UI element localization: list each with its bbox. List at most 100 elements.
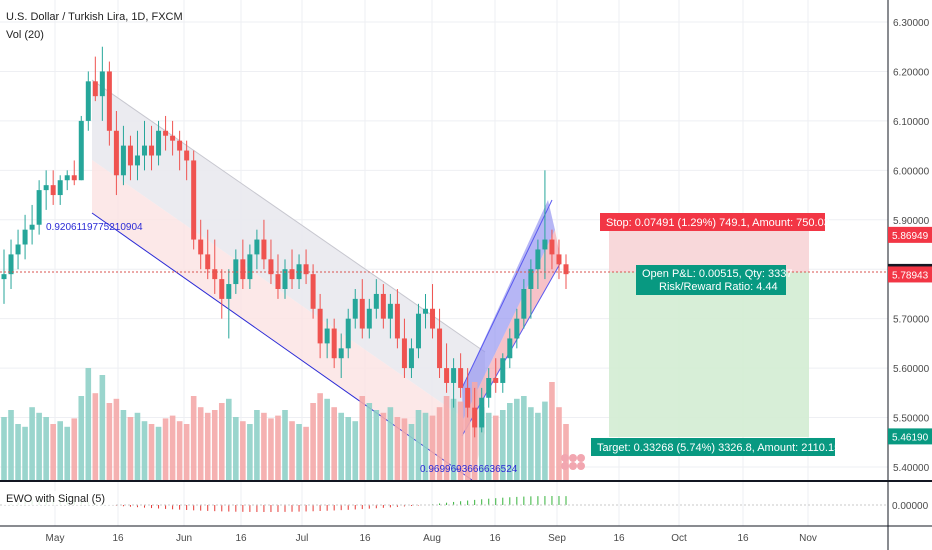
price-label-text: 5.78943 xyxy=(892,270,929,281)
candle-body xyxy=(331,328,337,359)
candle-body xyxy=(289,269,295,280)
indicator-label-bg xyxy=(4,491,114,505)
price-tick-label: 5.60000 xyxy=(893,364,930,375)
candle-body xyxy=(282,269,288,289)
volume-bar xyxy=(211,410,218,480)
price-tick-label: 6.00000 xyxy=(893,166,930,177)
indicator-label: EWO with Signal (5) xyxy=(6,493,105,505)
candle-body xyxy=(78,120,84,181)
candle-body xyxy=(296,264,302,280)
volume-bar xyxy=(394,417,401,480)
volume-bar xyxy=(169,415,176,480)
candle-body xyxy=(268,259,274,275)
volume-label: Vol (20) xyxy=(6,29,44,41)
candle-body xyxy=(43,185,49,191)
volume-bar xyxy=(429,415,436,480)
volume-bar xyxy=(324,398,330,480)
volume-bars xyxy=(1,368,569,480)
volume-bar xyxy=(43,417,49,480)
candle-body xyxy=(415,313,421,349)
candle-body xyxy=(191,160,197,240)
open-pl-text: Open P&L: 0.00515, Qty: 3337 xyxy=(642,268,792,280)
volume-bar xyxy=(78,396,85,480)
target-box[interactable]: Target: 0.33268 (5.74%) 3326.8, Amount: … xyxy=(591,438,840,456)
down-channel-lower-fill xyxy=(92,160,485,480)
price-tick-label: 5.50000 xyxy=(893,414,930,425)
volume-bar xyxy=(15,424,21,480)
volume-bar xyxy=(317,393,323,480)
volume-bar xyxy=(507,403,513,480)
volume-bar xyxy=(275,415,281,480)
candle-body xyxy=(352,298,358,319)
annotation-1: 0.9206119775210904 xyxy=(46,222,143,233)
candle-body xyxy=(8,254,14,275)
down-channel xyxy=(91,79,486,481)
volume-bar xyxy=(155,426,162,480)
volume-bar xyxy=(85,368,92,480)
candle-body xyxy=(170,135,176,141)
time-tick-label: Jul xyxy=(296,533,309,544)
price-tick-label: 6.10000 xyxy=(893,117,930,128)
time-tick-label: 16 xyxy=(613,533,625,544)
volume-bar xyxy=(373,410,380,480)
volume-bar xyxy=(556,407,562,480)
volume-bar xyxy=(331,407,337,480)
stop-box[interactable]: Stop: 0.07491 (1.29%) 749.1, Amount: 750… xyxy=(600,213,830,231)
price-label-box xyxy=(888,226,932,243)
volume-bar xyxy=(282,410,288,480)
candle-body xyxy=(458,368,464,388)
open-pl-box[interactable]: Open P&L: 0.00515, Qty: 3337 Risk/Reward… xyxy=(636,265,792,295)
volume-bar xyxy=(141,421,148,480)
candle-body xyxy=(408,348,414,369)
candle-body xyxy=(1,274,7,280)
candle-body xyxy=(493,378,499,383)
candle-body xyxy=(226,284,232,299)
time-tick-label: 16 xyxy=(112,533,124,544)
price-axis[interactable]: 6.300006.200006.100006.000005.900005.800… xyxy=(893,18,930,474)
event-markers[interactable] xyxy=(561,454,585,470)
volume-bar xyxy=(485,412,492,480)
candle-body xyxy=(113,130,119,176)
volume-bar xyxy=(310,403,316,480)
volume-bar xyxy=(380,412,387,480)
volume-bar xyxy=(127,417,134,480)
volume-bar xyxy=(8,410,14,480)
candle-body xyxy=(486,378,492,398)
volume-bar xyxy=(29,407,35,480)
candle-body xyxy=(303,264,309,275)
volume-bar xyxy=(113,398,120,480)
candle-body xyxy=(542,239,548,250)
candle-body xyxy=(15,244,21,255)
volume-bar xyxy=(345,417,352,480)
price-tick-label: 5.70000 xyxy=(893,315,930,326)
volume-bar xyxy=(521,396,527,480)
volume-bar xyxy=(528,407,534,480)
candle-body xyxy=(535,249,541,270)
candle-body xyxy=(359,298,365,329)
candle-body xyxy=(156,130,162,156)
candle-body xyxy=(275,274,281,289)
candle-body xyxy=(205,254,211,270)
trade-zones xyxy=(609,229,809,437)
candle-body xyxy=(64,175,70,181)
price-tick-label: 6.20000 xyxy=(893,67,930,78)
time-axis[interactable]: May 16 Jun 16 Jul 16 Aug 16 Sep 16 Oct 16 Nov xyxy=(46,533,817,544)
volume-bar xyxy=(120,410,127,480)
candle-body xyxy=(521,289,527,319)
volume-bar xyxy=(289,421,295,480)
target-zone xyxy=(609,272,809,437)
candle-body xyxy=(163,130,169,136)
candle-body xyxy=(465,387,471,408)
volume-bar xyxy=(176,421,183,480)
candle-body xyxy=(563,264,569,275)
volume-bar xyxy=(401,418,408,480)
up-channel-top-line xyxy=(461,199,553,389)
candle-body xyxy=(324,328,330,344)
volume-bar xyxy=(415,410,422,480)
candle-body xyxy=(85,81,91,121)
candle-body xyxy=(380,293,386,319)
candle-body xyxy=(500,358,506,383)
candle-body xyxy=(247,254,253,280)
